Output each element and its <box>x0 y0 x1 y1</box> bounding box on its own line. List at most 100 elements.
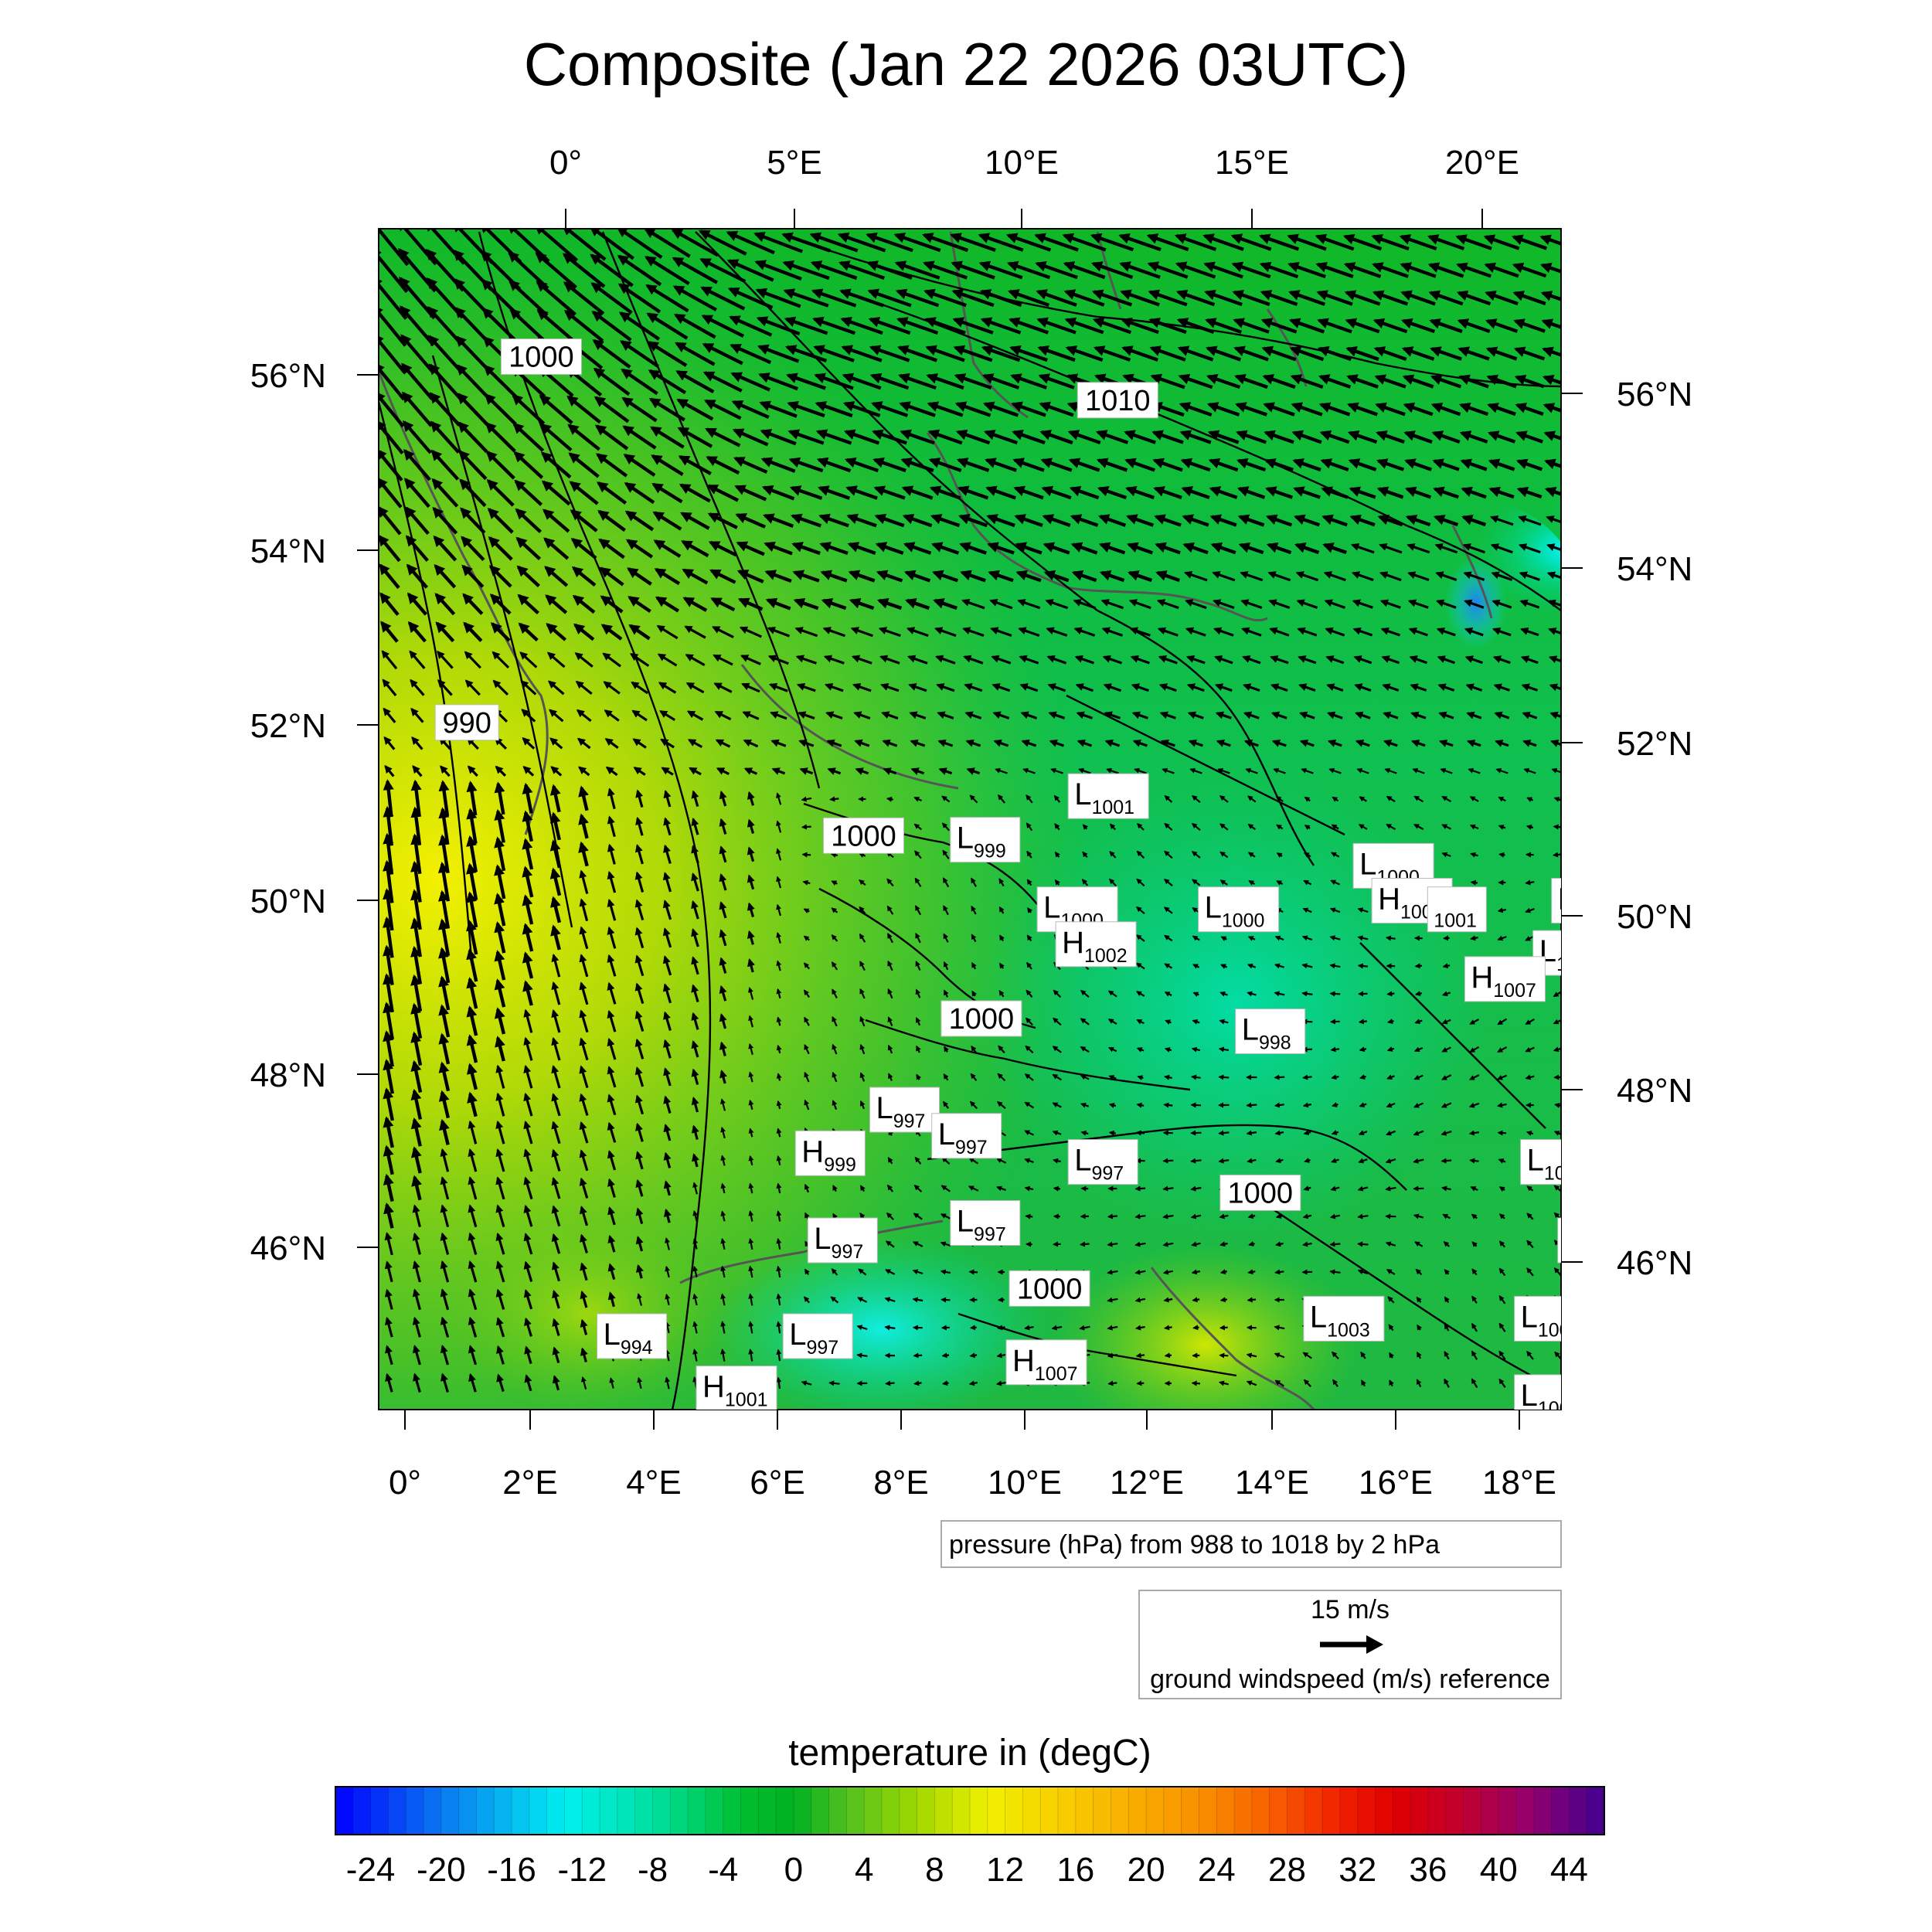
wind-arrow <box>699 257 747 284</box>
wind-arrow <box>483 364 518 399</box>
wind-arrow <box>893 232 941 253</box>
wind-arrow <box>1514 374 1545 389</box>
colorbar-cell <box>1586 1786 1605 1835</box>
wind-arrow <box>1218 1074 1230 1080</box>
wind-arrow <box>406 563 428 589</box>
wind-arrow <box>1019 655 1039 665</box>
wind-arrow <box>1036 289 1077 307</box>
wind-arrow <box>1513 346 1546 361</box>
wind-arrow <box>1212 570 1236 582</box>
wind-arrow <box>1071 570 1097 583</box>
wind-arrow <box>726 230 775 255</box>
wind-arrow <box>1379 571 1402 582</box>
wind-arrow <box>1349 486 1376 499</box>
wind-arrow <box>1544 458 1561 470</box>
wind-arrow <box>758 372 798 391</box>
wind-arrow <box>962 627 985 638</box>
isobar-label: 1000 <box>1219 1174 1301 1211</box>
wind-arrow <box>630 652 650 668</box>
pressure-center-text: 1001 <box>1434 910 1477 932</box>
wind-arrow <box>992 683 1011 692</box>
wind-arrow <box>1297 627 1318 637</box>
wind-arrow <box>896 317 939 335</box>
wind-arrow <box>1407 599 1429 609</box>
colorbar-cell <box>1251 1786 1270 1835</box>
pressure-center-type: H <box>1062 926 1084 960</box>
wind-arrow <box>485 451 515 480</box>
wind-arrow <box>951 260 995 280</box>
wind-arrow <box>1265 514 1293 527</box>
wind-arrow <box>1010 373 1047 389</box>
wind-arrow <box>433 535 457 562</box>
wind-arrow <box>1070 514 1099 527</box>
wind-arrow <box>1150 373 1185 389</box>
wind-arrow <box>1037 345 1076 362</box>
wind-arrow <box>820 570 848 583</box>
wind-arrow <box>512 422 545 452</box>
wind-arrow <box>1288 290 1326 306</box>
wind-arrow <box>1146 233 1189 252</box>
wind-arrow <box>840 316 883 335</box>
wind-arrow <box>1430 402 1461 417</box>
left-lat-label: 56°N <box>250 357 326 395</box>
colorbar-cell <box>335 1786 354 1835</box>
wind-arrow <box>1460 458 1488 471</box>
left-lat-label: 52°N <box>250 707 326 745</box>
wind-arrow <box>1261 345 1297 362</box>
wind-arrow <box>1357 1241 1369 1247</box>
wind-arrow <box>1347 430 1378 444</box>
wind-arrow <box>628 595 651 614</box>
wind-arrow <box>787 429 825 445</box>
wind-arrow <box>829 796 839 802</box>
wind-arrow <box>1548 655 1561 664</box>
top-lon-label: 5°E <box>767 144 821 182</box>
colorbar-cell <box>423 1786 442 1835</box>
wind-arrow <box>1236 430 1267 444</box>
wind-arrow <box>955 429 991 445</box>
wind-arrow <box>1242 655 1261 665</box>
wind-arrow <box>1267 571 1291 582</box>
wind-arrow <box>539 394 573 425</box>
colorbar-cell <box>1321 1786 1341 1835</box>
isobar-label: 1000 <box>1009 1270 1090 1307</box>
wind-arrow <box>913 1352 923 1359</box>
wind-arrow <box>923 288 967 308</box>
wind-arrow <box>1403 430 1433 444</box>
wind-arrow <box>960 570 986 583</box>
wind-arrow <box>1260 318 1298 334</box>
low-pressure-center: L997 <box>782 1313 853 1359</box>
wind-arrow <box>784 316 828 335</box>
wind-arrow <box>406 592 427 616</box>
wind-arrow <box>1516 486 1543 499</box>
wind-arrow <box>925 345 965 362</box>
low-pressure-center: L1001 <box>1514 1374 1561 1410</box>
wind-arrow <box>686 710 704 721</box>
wind-arrow <box>703 399 742 420</box>
wind-arrow <box>933 598 957 611</box>
wind-arrow <box>595 453 628 478</box>
wind-arrow <box>783 288 829 308</box>
wind-arrow <box>682 597 708 612</box>
pressure-center-type: H <box>702 1370 725 1404</box>
colorbar-tick-label: 32 <box>1338 1851 1376 1889</box>
wind-arrow <box>981 345 1021 362</box>
wind-arrow <box>850 627 873 638</box>
wind-arrow <box>1203 261 1243 279</box>
wind-arrow <box>1459 430 1488 444</box>
wind-arrow <box>654 567 681 586</box>
wind-arrow <box>1135 1130 1145 1136</box>
wind-arrow <box>815 401 853 418</box>
wind-arrow <box>1436 627 1456 637</box>
wind-arrow <box>645 284 689 313</box>
wind-arrow <box>563 310 604 342</box>
pressure-center-value: 1007 <box>1493 980 1536 1002</box>
colorbar-tick-label: 44 <box>1550 1851 1588 1889</box>
wind-arrow <box>956 457 990 472</box>
wind-arrow <box>622 425 657 450</box>
pressure-center-type: H <box>801 1134 824 1168</box>
wind-arrow <box>1043 570 1070 583</box>
wind-arrow <box>1294 514 1321 527</box>
wind-arrow <box>1347 402 1379 417</box>
wind-arrow <box>1429 318 1463 334</box>
wind-arrow <box>1548 628 1561 635</box>
